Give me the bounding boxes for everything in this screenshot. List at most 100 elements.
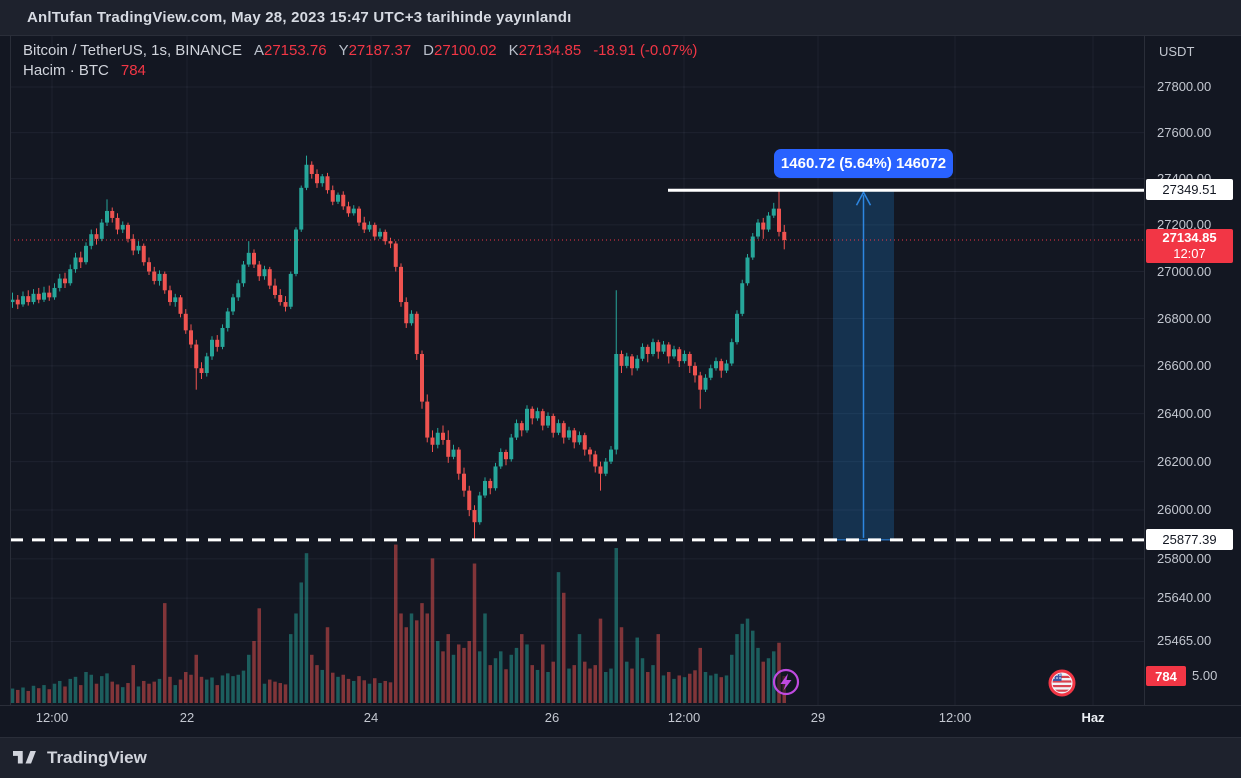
volume-bar <box>572 665 576 703</box>
volume-bar <box>446 634 450 703</box>
candle-body <box>504 451 508 460</box>
price-range-measure-drawing[interactable] <box>833 189 894 541</box>
volume-bar <box>640 658 645 703</box>
volume-bar <box>331 672 335 703</box>
candle-body <box>330 190 335 202</box>
candle-body <box>414 313 419 355</box>
candle-body <box>393 243 398 267</box>
volume-bar <box>52 683 57 703</box>
volume-bar <box>499 651 503 703</box>
volume-bar <box>436 641 440 703</box>
candle-body <box>304 164 309 188</box>
volume-bar <box>415 620 419 703</box>
candle-body <box>68 269 73 284</box>
chart-legend[interactable]: Bitcoin / TetherUS, 1s, BINANCE A27153.7… <box>23 42 697 79</box>
candle-body <box>36 293 41 300</box>
price-tick-label: 27800.00 <box>1157 79 1212 94</box>
volume-bar <box>504 669 508 703</box>
candle-body <box>99 222 104 239</box>
candle-body <box>15 299 20 305</box>
volume-study-value: 784 <box>120 62 146 79</box>
volume-bar <box>409 613 414 703</box>
volume-bar <box>588 668 592 703</box>
volume-bar <box>693 670 697 703</box>
candle-body <box>724 363 729 371</box>
candle-body <box>672 349 676 357</box>
volume-bar <box>84 672 88 703</box>
volume-bar <box>556 572 561 703</box>
candle-body <box>204 356 209 374</box>
brand-name[interactable]: TradingView <box>47 748 147 767</box>
volume-bar <box>100 676 104 703</box>
candle-body <box>299 187 304 230</box>
bar-countdown: 12:07 <box>1173 246 1206 261</box>
brand-bar: TradingView <box>0 737 1241 778</box>
price-tick-label: 26800.00 <box>1157 310 1212 326</box>
volume-bar <box>336 676 340 703</box>
lightning-event-icon[interactable] <box>772 668 800 696</box>
price-tick-label: 25800.00 <box>1157 550 1212 566</box>
volume-series <box>10 544 786 703</box>
candle-body <box>441 432 445 440</box>
volume-bar <box>604 672 608 703</box>
volume-row: Hacim · BTC 784 <box>23 62 697 79</box>
volume-bar <box>735 634 739 703</box>
candle-body <box>651 342 655 355</box>
volume-bar <box>357 676 361 703</box>
us-flag-event-icon[interactable] <box>1048 669 1076 697</box>
time-tick-label: 12:00 <box>35 710 69 725</box>
time-tick-label: 24 <box>363 710 379 725</box>
price-tick-label: 26200.00 <box>1157 453 1212 469</box>
volume-bar <box>520 634 524 703</box>
price-tick-label: 25640.00 <box>1157 590 1212 606</box>
candle-body <box>399 266 403 303</box>
time-tick-label: 12:00 <box>938 710 972 725</box>
volume-bar <box>215 685 219 703</box>
candle-body <box>420 354 424 402</box>
candle-body <box>225 311 230 328</box>
candle-body <box>567 430 571 438</box>
volume-bar <box>688 673 692 703</box>
candle-body <box>462 473 466 491</box>
candle-body <box>472 510 477 523</box>
time-axis-border <box>0 705 1241 706</box>
measure-tool-label[interactable]: 1460.72 (5.64%) 146072 <box>774 149 953 178</box>
volume-study-label[interactable]: Hacim · BTC <box>23 62 109 79</box>
candle-body <box>708 368 713 378</box>
dashed-level-price-badge: 25877.39 <box>1146 529 1233 550</box>
volume-bar <box>121 687 125 703</box>
volume-bar <box>525 644 529 703</box>
volume-bar <box>462 647 466 703</box>
volume-bar <box>178 679 183 703</box>
candle-body <box>383 231 388 242</box>
volume-bar <box>304 553 309 703</box>
volume-bar <box>583 661 587 703</box>
candle-body <box>603 461 608 474</box>
candle-body <box>477 495 482 523</box>
candle-body <box>278 294 283 303</box>
volume-badge: 784 <box>1146 666 1186 686</box>
volume-bar <box>289 634 293 703</box>
candle-body <box>47 292 52 298</box>
price-tick-label: 26400.00 <box>1157 405 1212 421</box>
candle-body <box>372 224 377 237</box>
candle-body <box>782 231 787 241</box>
volume-bar <box>294 613 298 703</box>
volume-bar <box>567 668 571 703</box>
volume-bar <box>142 680 146 703</box>
candle-body <box>588 449 592 455</box>
volume-bar <box>241 670 246 703</box>
price-tick-label: 25465.00 <box>1157 633 1212 649</box>
volume-bar <box>236 674 240 703</box>
measure-arrow-head <box>855 190 872 206</box>
volume-bar <box>247 654 251 703</box>
volume-bar <box>73 676 78 703</box>
symbol-title[interactable]: Bitcoin / TetherUS, 1s, BINANCE <box>23 42 242 59</box>
candle-body <box>262 269 267 277</box>
volume-bar <box>724 675 729 703</box>
level-lines[interactable] <box>10 188 1144 542</box>
volume-bar <box>488 665 492 703</box>
volume-bar <box>105 673 109 703</box>
tradingview-logo-icon[interactable] <box>13 747 38 769</box>
